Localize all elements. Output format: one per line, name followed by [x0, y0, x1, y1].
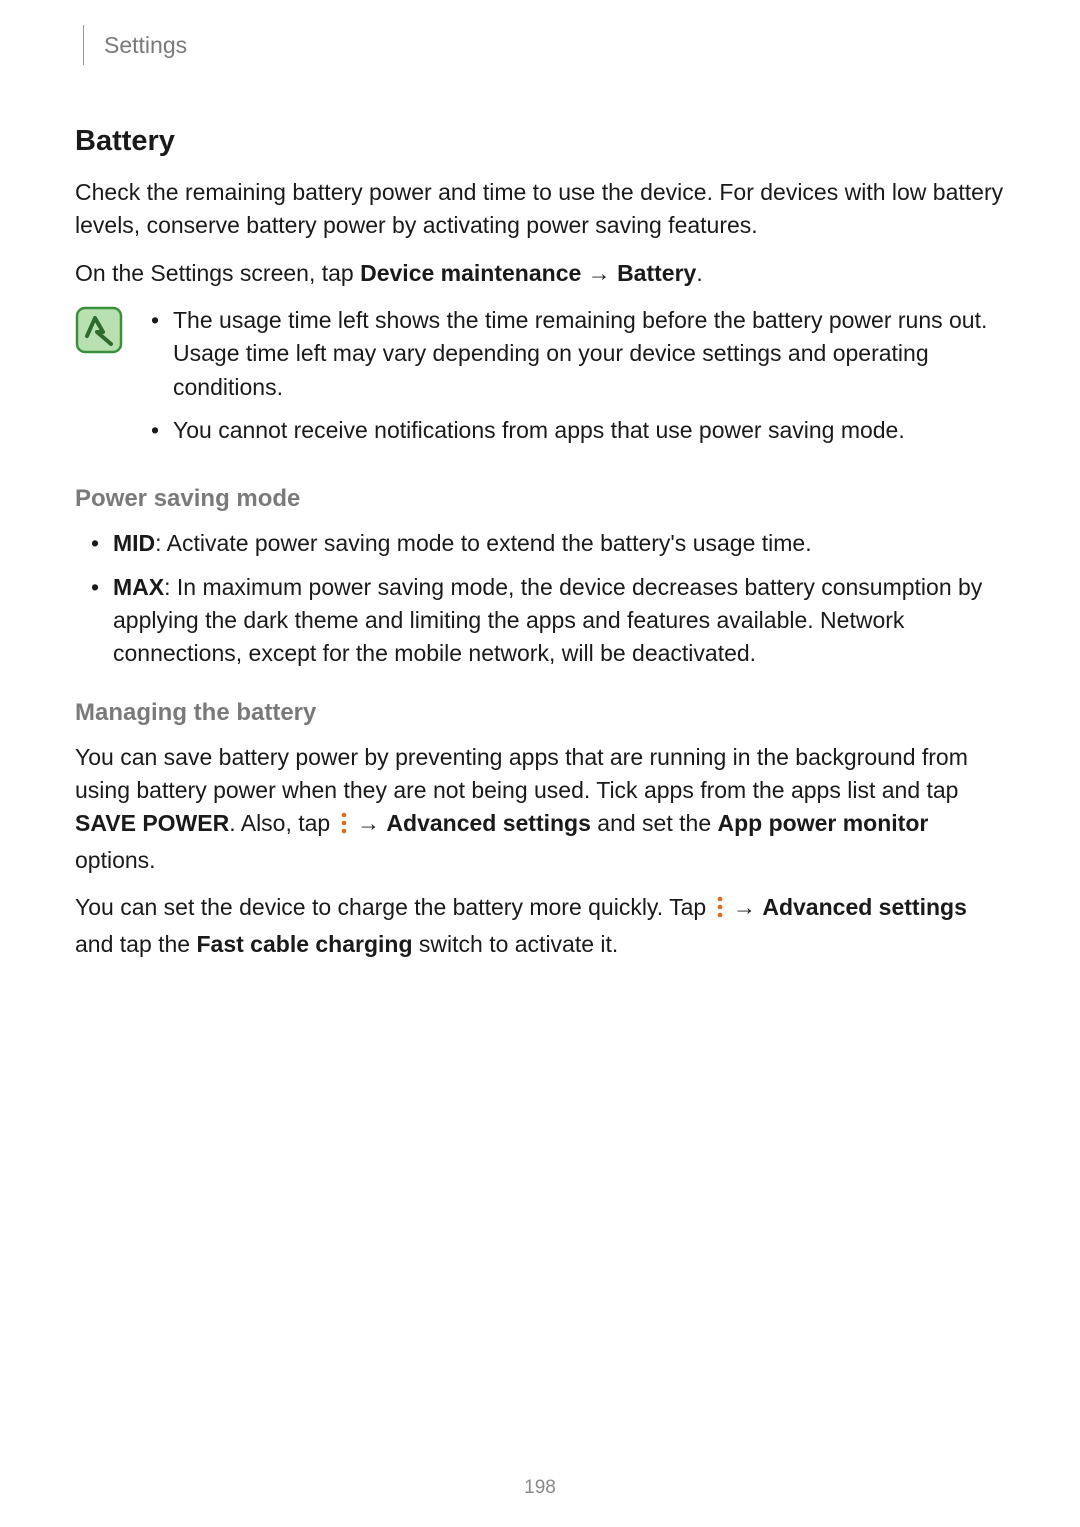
page-number: 198	[0, 1477, 1080, 1499]
managing-heading: Managing the battery	[75, 699, 1005, 727]
power-saving-heading: Power saving mode	[75, 485, 1005, 513]
nav-battery: Battery	[617, 260, 696, 286]
mode-label-mid: MID	[113, 530, 155, 556]
managing-paragraph-2: You can set the device to charge the bat…	[75, 891, 1005, 961]
note-item: You cannot receive notifications from ap…	[145, 414, 1005, 447]
intro-paragraph: Check the remaining battery power and ti…	[75, 176, 1005, 243]
p1-a: You can save battery power by preventing…	[75, 744, 968, 803]
p2-c: switch to activate it.	[413, 931, 619, 957]
mode-text-mid: : Activate power saving mode to extend t…	[155, 530, 811, 556]
app-power-monitor-label: App power monitor	[718, 810, 929, 836]
note-icon	[75, 306, 123, 359]
arrow-icon: →	[581, 260, 617, 286]
list-item: MID: Activate power saving mode to exten…	[85, 527, 1005, 560]
list-item: MAX: In maximum power saving mode, the d…	[85, 571, 1005, 671]
page: Settings Battery Check the remaining bat…	[0, 0, 1080, 1527]
nav-instruction: On the Settings screen, tap Device maint…	[75, 257, 1005, 290]
section-title: Battery	[75, 125, 1005, 158]
mode-label-max: MAX	[113, 574, 164, 600]
managing-paragraph-1: You can save battery power by preventing…	[75, 741, 1005, 877]
mode-text-max: : In maximum power saving mode, the devi…	[113, 574, 982, 667]
arrow-icon: →	[727, 894, 763, 920]
more-options-icon	[716, 894, 724, 927]
nav-device-maintenance: Device maintenance	[360, 260, 581, 286]
nav-prefix: On the Settings screen, tap	[75, 260, 360, 286]
p1-d: options.	[75, 847, 156, 873]
advanced-settings-label: Advanced settings	[762, 894, 967, 920]
p2-b: and tap the	[75, 931, 197, 957]
header-divider	[83, 25, 84, 65]
more-options-icon	[340, 810, 348, 843]
note-box: The usage time left shows the time remai…	[75, 304, 1005, 457]
note-list: The usage time left shows the time remai…	[145, 304, 1005, 457]
advanced-settings-label: Advanced settings	[386, 810, 591, 836]
arrow-icon: →	[351, 810, 387, 836]
fast-cable-charging-label: Fast cable charging	[197, 931, 413, 957]
p1-c: and set the	[591, 810, 718, 836]
save-power-label: SAVE POWER	[75, 810, 229, 836]
breadcrumb: Settings	[104, 32, 187, 59]
page-header: Settings	[75, 25, 1005, 65]
p2-a: You can set the device to charge the bat…	[75, 894, 713, 920]
p1-b: . Also, tap	[229, 810, 336, 836]
note-item: The usage time left shows the time remai…	[145, 304, 1005, 404]
power-saving-list: MID: Activate power saving mode to exten…	[75, 527, 1005, 670]
nav-suffix: .	[696, 260, 702, 286]
